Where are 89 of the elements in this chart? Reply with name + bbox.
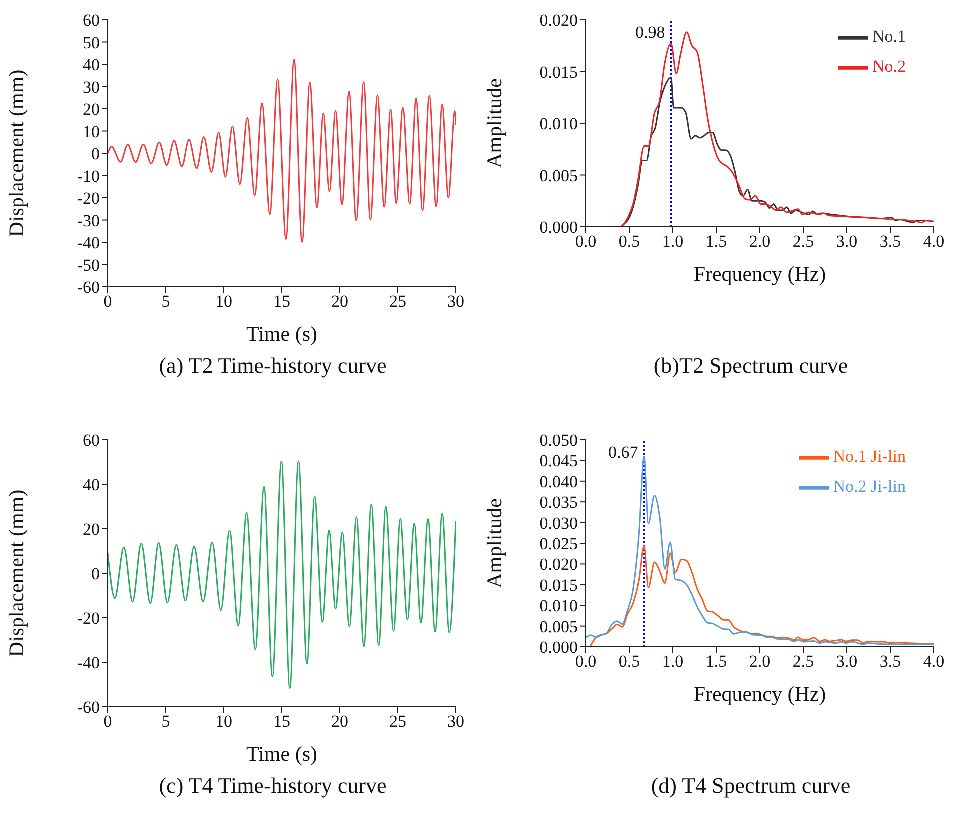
x-tick-label: 0.5 [618, 652, 640, 672]
y-tick-label: -30 [77, 211, 100, 230]
text: (a) T2 Time-history curve [158, 353, 388, 379]
x-tick-label: 0 [104, 712, 112, 732]
x-tick-label: 0 [104, 292, 112, 312]
y-tick-label: 40 [83, 476, 100, 495]
x-tick-label: 4.0 [923, 232, 945, 252]
x-tick-label: 2.0 [749, 232, 771, 252]
y-axis-title: Displacement (mm) [4, 70, 28, 238]
x-tick-label: 20 [332, 292, 348, 312]
x-tick-label: 0.0 [575, 232, 597, 252]
ref-line-label: 0.98 [636, 23, 666, 42]
x-tick-label: 3.5 [880, 652, 902, 672]
x-tick-label: 1.5 [706, 652, 728, 672]
text: (d) T4 Spectrum curve [650, 773, 852, 799]
x-tick-label: 1.0 [662, 652, 684, 672]
y-tick-label: 0.005 [540, 166, 578, 186]
x-tick-label: 0.0 [575, 652, 597, 672]
x-tick-label: 25 [390, 292, 406, 312]
y-tick-label: 0.010 [540, 114, 578, 134]
y-axis-title: Amplitude [482, 498, 506, 588]
x-tick-label: 10 [216, 712, 232, 732]
y-tick-label: 0.035 [540, 493, 578, 512]
y-tick-label: 60 [83, 431, 100, 450]
y-tick-label: 0.015 [540, 576, 578, 595]
y-tick-label: -10 [77, 166, 100, 186]
y-tick-label: 0.020 [540, 11, 578, 30]
y-tick-label: -40 [77, 234, 100, 253]
y-tick-label: 20 [83, 100, 100, 120]
y-axis-title: Displacement (mm) [4, 490, 28, 658]
x-tick-label: 5 [162, 712, 170, 732]
y-tick-label: 0 [92, 144, 100, 164]
x-tick-label: 2.5 [792, 652, 814, 672]
line-series [108, 59, 456, 244]
y-tick-label: -20 [77, 609, 100, 628]
line-series [590, 545, 934, 647]
y-tick-label: 0 [92, 564, 100, 584]
ref-line-label: 0.67 [608, 443, 639, 462]
x-tick-label: 1.5 [706, 232, 728, 252]
x-tick-label: 15 [274, 712, 290, 732]
x-tick-label: 3.0 [836, 232, 858, 252]
y-tick-label: 20 [83, 520, 100, 540]
y-tick-label: 0.020 [540, 555, 578, 574]
y-axis-title: Amplitude [482, 78, 506, 168]
legend-label: No.1 [872, 26, 906, 46]
y-tick-label: 10 [83, 122, 100, 142]
x-tick-label: 2.0 [749, 652, 771, 672]
y-tick-label: -20 [77, 189, 100, 208]
x-tick-label: 10 [216, 292, 232, 312]
x-tick-label: 5 [162, 292, 170, 312]
legend-label: No.2 Ji-lin [833, 476, 906, 496]
x-tick-label: 3.5 [880, 232, 902, 252]
x-tick-label: 0.5 [618, 232, 640, 252]
legend-label: No.1 Ji-lin [833, 446, 906, 466]
y-tick-label: 0.010 [540, 596, 578, 616]
text: (b)T2 Spectrum curve [652, 353, 850, 379]
legend-label: No.2 [872, 56, 906, 76]
x-axis-title: Time (s) [246, 742, 318, 766]
y-tick-label: -60 [77, 698, 100, 718]
text: (c) T4 Time-history curve [158, 773, 388, 799]
line-series [108, 460, 456, 690]
y-tick-label: 0.025 [540, 534, 578, 554]
x-tick-label: 20 [332, 712, 348, 732]
y-tick-label: -60 [77, 278, 100, 298]
y-tick-label: 40 [83, 56, 100, 75]
x-tick-label: 2.5 [792, 232, 814, 252]
x-tick-label: 30 [448, 292, 464, 312]
x-axis-title: Frequency (Hz) [694, 682, 826, 706]
y-tick-label: 0.050 [540, 431, 578, 450]
y-tick-label: -40 [77, 654, 100, 673]
x-tick-label: 4.0 [923, 652, 945, 672]
x-tick-label: 30 [448, 712, 464, 732]
y-tick-label: 0.005 [540, 617, 578, 636]
y-tick-label: 0.030 [540, 514, 578, 533]
x-tick-label: 15 [274, 292, 290, 312]
x-tick-label: 25 [390, 712, 406, 732]
y-tick-label: 60 [83, 11, 100, 30]
x-tick-label: 1.0 [662, 232, 684, 252]
y-tick-label: 50 [83, 33, 100, 52]
y-tick-label: 0.000 [540, 638, 578, 658]
y-tick-label: 0.015 [540, 62, 578, 82]
x-tick-label: 3.0 [836, 652, 858, 672]
x-axis-title: Frequency (Hz) [694, 262, 826, 286]
x-axis-title: Time (s) [246, 322, 318, 346]
y-tick-label: 0.040 [540, 472, 578, 492]
y-tick-label: 0.000 [540, 218, 578, 238]
y-tick-label: 0.045 [540, 452, 578, 471]
y-tick-label: 30 [83, 78, 100, 97]
y-tick-label: -50 [77, 256, 100, 275]
